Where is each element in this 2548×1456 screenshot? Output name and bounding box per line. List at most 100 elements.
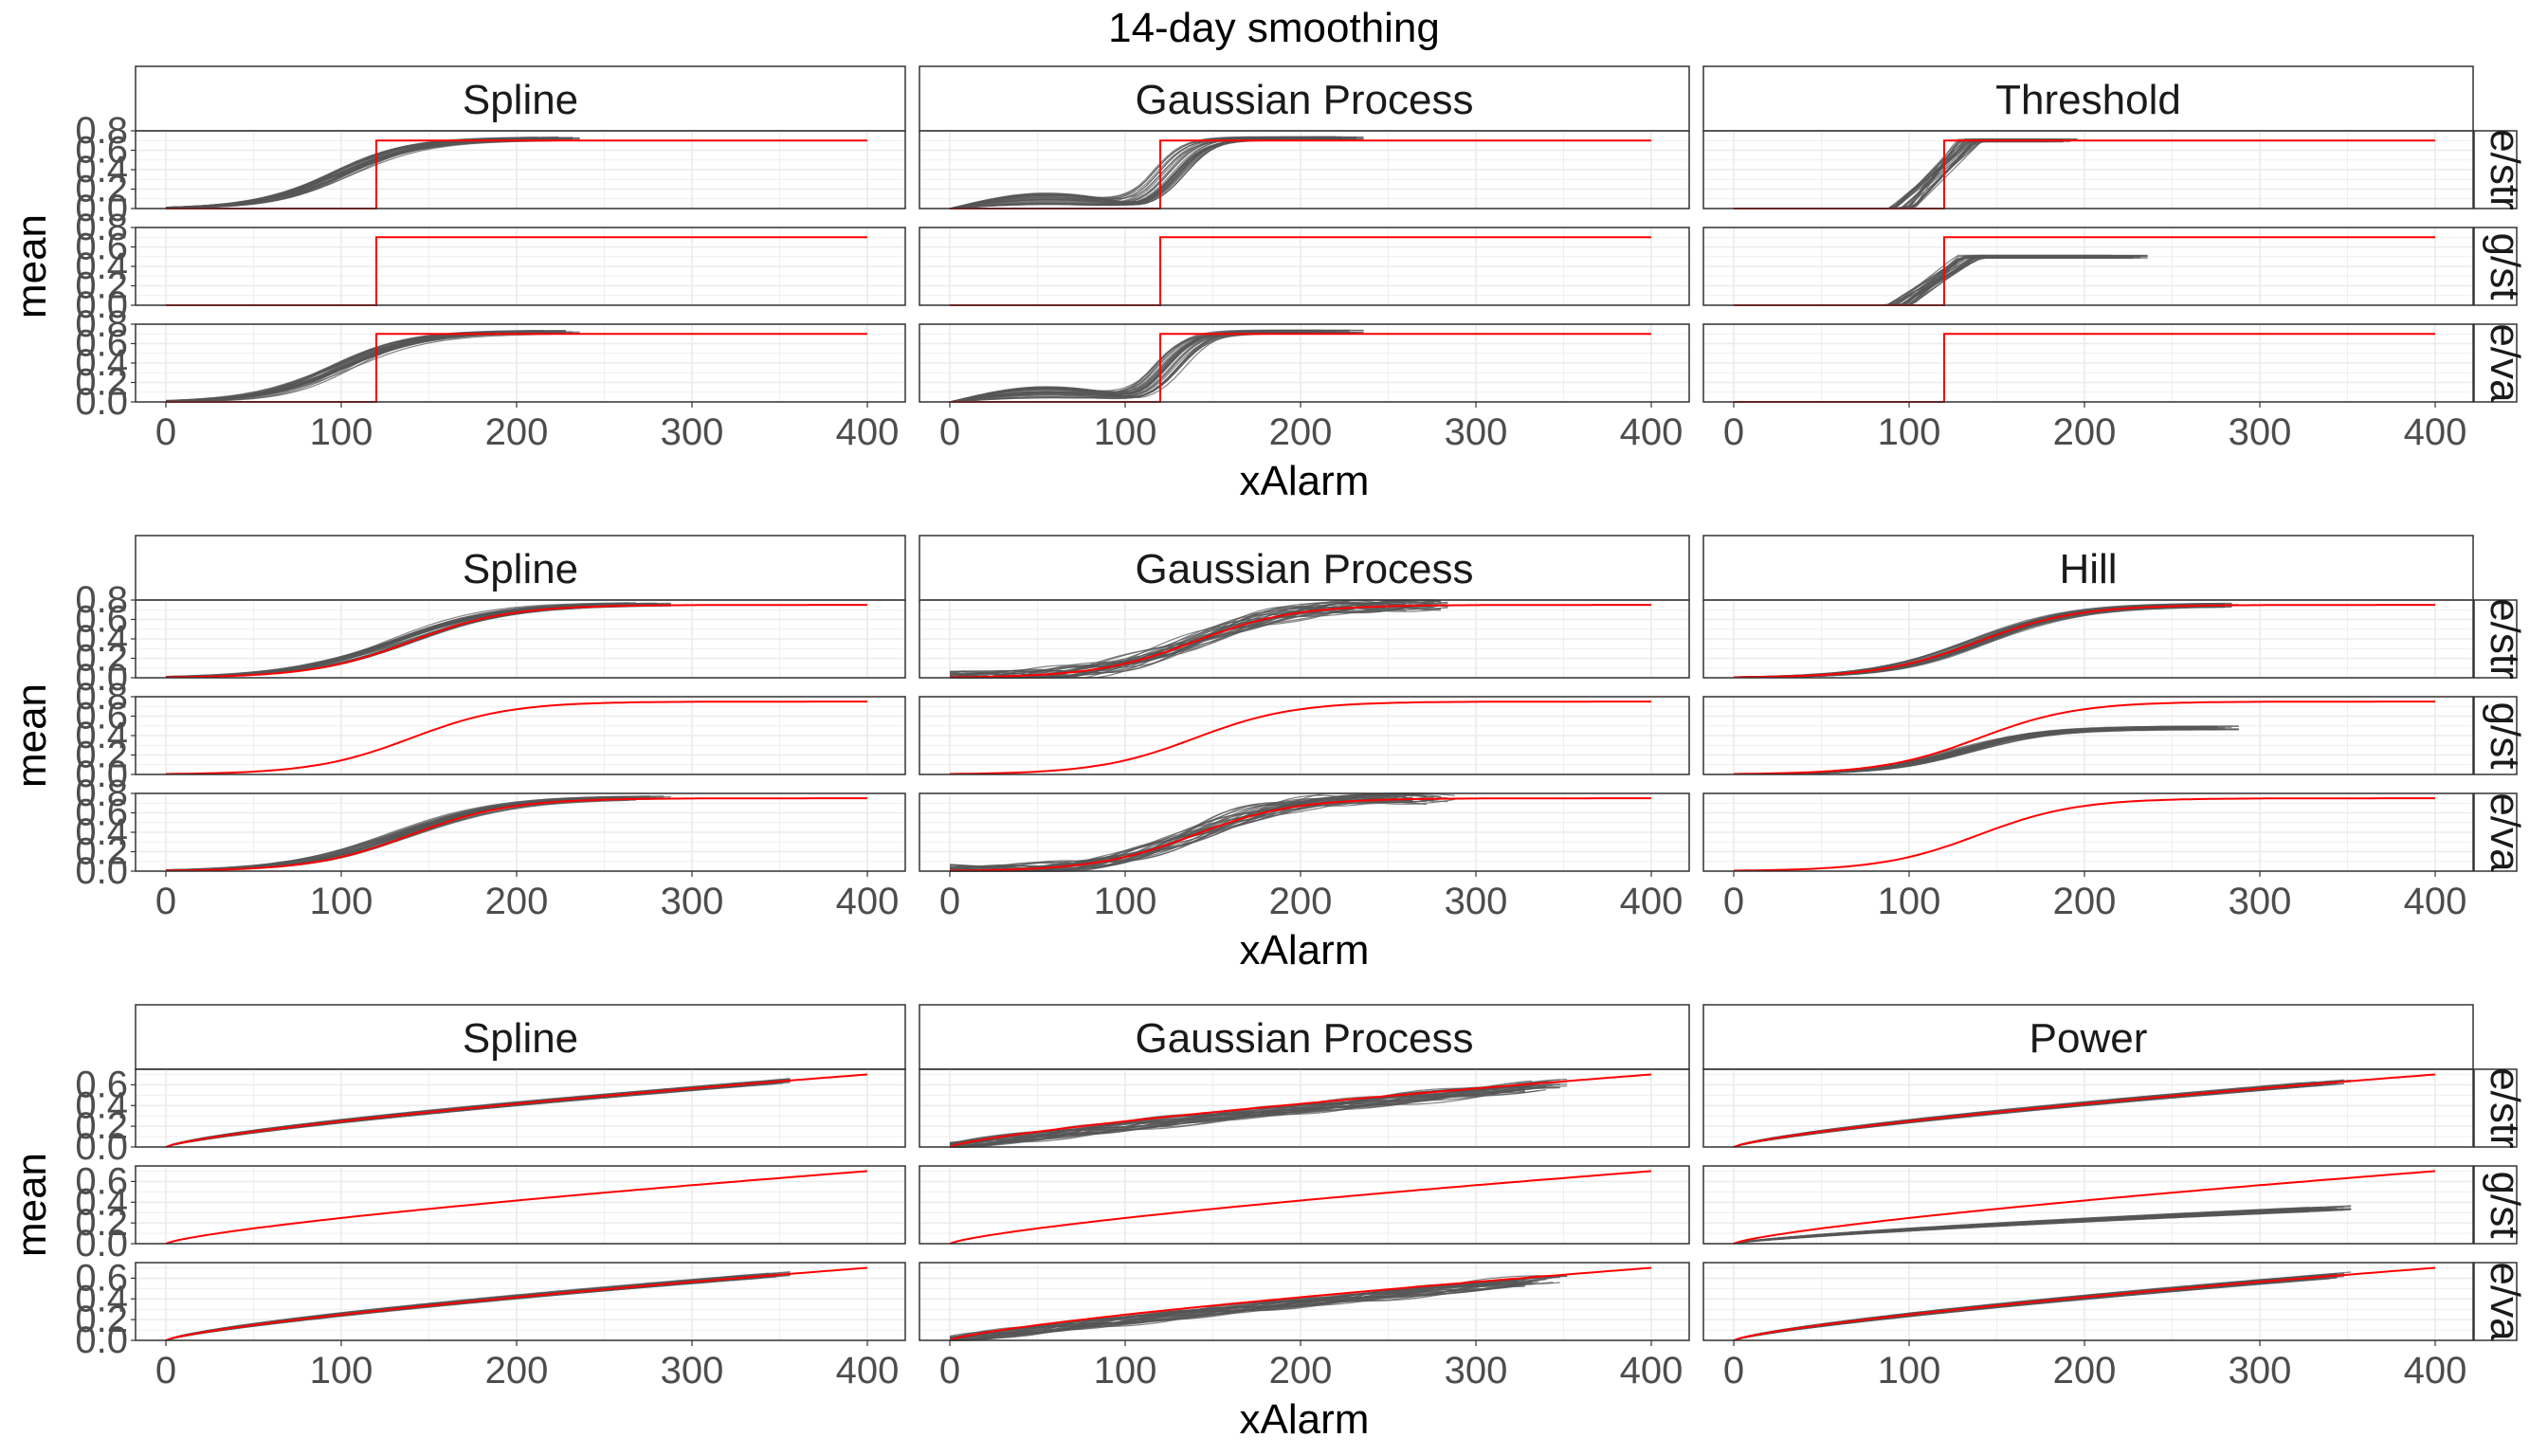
facet-strip-label: Gaussian Process bbox=[1135, 546, 1473, 592]
fit-series-line bbox=[165, 138, 538, 209]
row-strip-label: g/st bbox=[2482, 233, 2528, 300]
x-tick-label: 100 bbox=[1094, 881, 1157, 922]
truth-series-line bbox=[949, 797, 1651, 872]
panel-border bbox=[1702, 130, 2474, 209]
panel-border bbox=[919, 696, 1690, 775]
x-tick-label: 300 bbox=[1445, 881, 1508, 922]
fit-series-line bbox=[165, 136, 566, 209]
facet-strip-label: Threshold bbox=[1995, 77, 2181, 123]
y-tick-label: 0.0 bbox=[75, 381, 128, 423]
fit-series-line bbox=[165, 1082, 791, 1148]
fit-series-line bbox=[165, 136, 566, 209]
facet-section-1: meanSpline0.00.20.40.60.80.00.20.40.60.8… bbox=[9, 65, 2528, 504]
y-tick-label: 0.2 bbox=[75, 1105, 128, 1147]
facet-strip-label: Hill bbox=[2059, 546, 2117, 592]
facet-column-3: Hill e/str g/st e/va 0 100 200 300 400 bbox=[1702, 535, 2528, 922]
fit-series-line bbox=[165, 797, 636, 871]
facet-panel bbox=[919, 1262, 1690, 1341]
fit-series-line bbox=[1733, 1279, 2309, 1341]
panel-border bbox=[919, 1262, 1690, 1341]
fit-series-line bbox=[1734, 727, 2225, 775]
facet-panel bbox=[919, 323, 1690, 403]
fit-series-line bbox=[165, 1083, 776, 1148]
y-tick-label: 0.0 bbox=[75, 188, 128, 229]
y-tick-label: 0.0 bbox=[75, 657, 128, 699]
x-tick-label: 0 bbox=[155, 1350, 176, 1392]
fit-series-line bbox=[1734, 254, 2113, 306]
y-axis-title: mean bbox=[9, 214, 55, 318]
panel-border bbox=[135, 1165, 906, 1245]
y-tick-label: 0.8 bbox=[75, 303, 128, 345]
y-tick-label: 0.6 bbox=[75, 1160, 128, 1202]
facet-panel: 0.00.20.40.60.8 bbox=[75, 303, 906, 423]
row-strip bbox=[2473, 599, 2518, 679]
y-tick-label: 0.6 bbox=[75, 696, 128, 737]
fit-series-line bbox=[165, 1275, 791, 1341]
facet-strip bbox=[1702, 535, 2474, 601]
facet-strip bbox=[1702, 1004, 2474, 1070]
fit-series-line bbox=[1733, 1085, 2302, 1148]
truth-series-line bbox=[1733, 604, 2435, 679]
truth-series-line bbox=[1733, 1073, 2436, 1148]
truth-series-line bbox=[165, 1266, 868, 1341]
fit-series-line bbox=[1733, 1085, 2302, 1148]
facet-column-1: Spline0.00.20.40.60.00.20.40.60.00.20.40… bbox=[75, 1004, 906, 1392]
x-tick-label: 100 bbox=[1094, 411, 1157, 453]
facet-strip bbox=[919, 535, 1690, 601]
chart-title: 14-day smoothing bbox=[1108, 5, 1440, 51]
fit-series-line bbox=[949, 330, 1336, 403]
row-strip bbox=[2473, 1165, 2518, 1245]
truth-series-line bbox=[165, 1170, 868, 1245]
y-tick-label: 0.8 bbox=[75, 579, 128, 621]
fit-series-line bbox=[950, 792, 1428, 872]
fit-series-line bbox=[165, 140, 553, 209]
y-tick-label: 0.2 bbox=[75, 362, 128, 404]
facet-panel bbox=[919, 130, 1690, 209]
fit-series-line bbox=[949, 136, 1350, 209]
facet-panel: 0.00.20.40.60.8 bbox=[75, 579, 906, 699]
fit-series-line bbox=[950, 600, 1442, 679]
y-tick-label: 0.6 bbox=[75, 227, 128, 268]
fit-series-line bbox=[165, 330, 559, 402]
row-strip-label: e/str bbox=[2482, 129, 2528, 210]
x-tick-label: 300 bbox=[661, 881, 724, 922]
facet-panel bbox=[919, 1068, 1690, 1148]
facet-panel: e/va bbox=[1702, 1262, 2528, 1341]
fit-series-line bbox=[165, 331, 580, 402]
row-strip bbox=[2473, 696, 2518, 775]
facet-section-3: meanSpline0.00.20.40.60.00.20.40.60.00.2… bbox=[9, 1004, 2528, 1443]
facet-strip bbox=[135, 1004, 906, 1070]
row-strip bbox=[2473, 227, 2518, 306]
fit-series-line bbox=[165, 603, 644, 678]
x-tick-label: 100 bbox=[1094, 1350, 1157, 1392]
facet-panel: 0.00.20.40.60.8 bbox=[75, 676, 906, 795]
facet-column-1: Spline0.00.20.40.60.80.00.20.40.60.80.00… bbox=[75, 65, 906, 453]
fit-series-line bbox=[949, 1086, 1560, 1147]
truth-series-line bbox=[165, 604, 867, 679]
panel-border bbox=[1702, 696, 2474, 775]
facet-panel: g/st bbox=[1702, 696, 2528, 775]
facet-panel bbox=[919, 696, 1690, 775]
x-axis-title: xAlarm bbox=[1240, 458, 1370, 504]
y-axis-title: mean bbox=[9, 683, 55, 788]
truth-series-line bbox=[1733, 1266, 2436, 1341]
y-tick-label: 0.2 bbox=[75, 735, 128, 776]
facet-column-2: Gaussian Process 0 100 200 300 400 bbox=[919, 65, 1690, 453]
truth-series-line bbox=[949, 1170, 1652, 1245]
facet-strip-label: Power bbox=[2029, 1015, 2148, 1062]
y-tick-label: 0.0 bbox=[75, 850, 128, 892]
fit-series-line bbox=[1734, 257, 2134, 306]
row-strip bbox=[2473, 130, 2518, 209]
facet-panel bbox=[919, 792, 1690, 872]
facet-strip-label: Spline bbox=[463, 1015, 578, 1062]
facet-strip bbox=[135, 65, 906, 132]
fit-series-line bbox=[1733, 1279, 2302, 1341]
facet-section-2: meanSpline0.00.20.40.60.80.00.20.40.60.8… bbox=[9, 535, 2528, 974]
x-tick-label: 400 bbox=[2404, 1350, 2467, 1392]
y-tick-label: 0.2 bbox=[75, 638, 128, 680]
facet-panel bbox=[919, 599, 1690, 679]
fit-series-line bbox=[1733, 1276, 2344, 1341]
fit-series-line bbox=[165, 138, 573, 209]
x-tick-label: 400 bbox=[1620, 411, 1684, 453]
panel-border bbox=[1702, 599, 2474, 679]
